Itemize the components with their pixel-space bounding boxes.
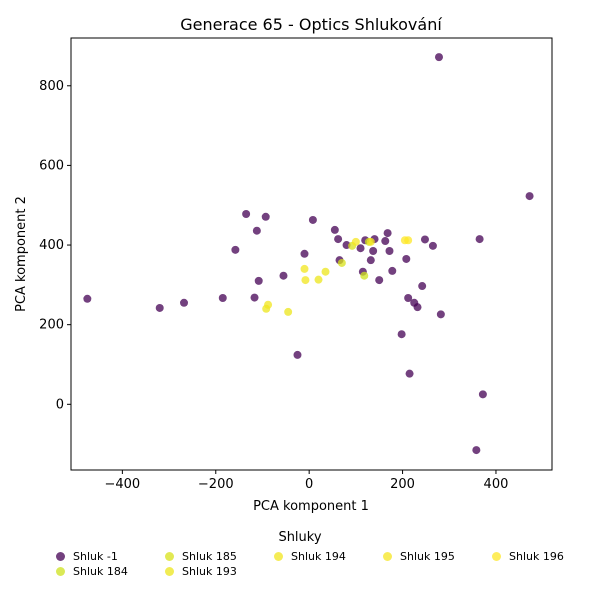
y-tick-label: 800	[39, 79, 64, 94]
point-shluk-1	[250, 293, 259, 302]
y-tick-label: 600	[39, 158, 64, 173]
point-shluk-193	[284, 307, 293, 316]
point-shluk-1	[402, 254, 411, 263]
point-shluk-1	[83, 294, 92, 303]
point-shluk-1	[383, 229, 392, 238]
legend-label: Shluk 196	[509, 550, 564, 563]
legend-label: Shluk 193	[182, 565, 237, 578]
point-shluk-194	[300, 264, 309, 273]
x-tick-label: 400	[484, 477, 509, 492]
point-shluk-1	[434, 53, 443, 62]
point-shluk-1	[397, 330, 406, 339]
point-shluk-1	[356, 244, 365, 253]
point-shluk-1	[180, 298, 189, 307]
point-shluk-1	[381, 237, 390, 246]
y-axis-ticks: 0 200 400 600 800	[39, 79, 71, 412]
point-shluk-1	[293, 350, 302, 359]
y-axis-label: PCA komponent 2	[14, 196, 29, 312]
point-shluk-194	[301, 276, 310, 285]
point-shluk-1	[472, 446, 481, 455]
x-tick-label: 0	[305, 477, 313, 492]
point-shluk-1	[375, 276, 384, 285]
point-shluk-1	[475, 235, 484, 244]
data-points	[83, 53, 534, 455]
point-shluk-1	[418, 282, 427, 291]
legend-item-shluk-194: Shluk 194	[274, 550, 346, 563]
legend-item-shluk-196: Shluk 196	[492, 550, 564, 563]
point-shluk-195	[366, 237, 375, 246]
plot-area	[70, 37, 553, 471]
y-tick-label: 0	[56, 397, 64, 412]
legend-label: Shluk 184	[73, 565, 128, 578]
legend-marker	[56, 552, 65, 561]
point-shluk-1	[242, 209, 251, 218]
legend-title: Shluky	[278, 530, 322, 545]
legend-label: Shluk 195	[400, 550, 455, 563]
point-shluk-196	[404, 236, 413, 245]
point-shluk-1	[385, 247, 394, 256]
point-shluk-193	[321, 267, 330, 276]
legend-label: Shluk 194	[291, 550, 346, 563]
point-shluk-1	[405, 369, 414, 378]
point-shluk-1	[252, 226, 261, 235]
chart-title: Generace 65 - Optics Shlukování	[180, 15, 442, 34]
legend-marker	[492, 552, 501, 561]
legend-marker	[165, 552, 174, 561]
legend-item-shluk-193: Shluk 193	[165, 565, 237, 578]
legend-marker	[274, 552, 283, 561]
y-tick-label: 200	[39, 318, 64, 333]
legend-item-shluk-1: Shluk -1	[56, 550, 118, 563]
legend-item-shluk-184: Shluk 184	[56, 565, 128, 578]
point-shluk-1	[436, 310, 445, 319]
point-shluk-1	[428, 241, 437, 250]
point-shluk-1	[525, 192, 534, 201]
point-shluk-1	[420, 235, 429, 244]
point-shluk-1	[413, 303, 422, 312]
point-shluk-185	[337, 258, 346, 267]
point-shluk-1	[279, 271, 288, 280]
point-shluk-1	[231, 245, 240, 254]
point-shluk-1	[404, 293, 413, 302]
point-shluk-1	[330, 225, 339, 234]
legend-item-shluk-185: Shluk 185	[165, 550, 237, 563]
point-shluk-1	[218, 293, 227, 302]
point-shluk-195	[351, 237, 360, 246]
legend-label: Shluk -1	[73, 550, 118, 563]
point-shluk-1	[254, 276, 263, 285]
legend-marker	[383, 552, 392, 561]
y-tick-label: 400	[39, 238, 64, 253]
point-shluk-1	[261, 212, 270, 221]
point-shluk-1	[308, 215, 317, 224]
point-shluk-1	[366, 256, 375, 265]
point-shluk-1	[155, 303, 164, 312]
point-shluk-1	[334, 235, 343, 244]
point-shluk-1	[369, 247, 378, 256]
x-axis-label: PCA komponent 1	[253, 499, 369, 514]
point-shluk-1	[478, 390, 487, 399]
x-axis-ticks: −400 −200 0 200 400	[105, 470, 509, 492]
legend-item-shluk-195: Shluk 195	[383, 550, 455, 563]
point-shluk-193	[314, 275, 323, 284]
legend-marker	[165, 567, 174, 576]
x-tick-label: −400	[105, 477, 141, 492]
point-shluk-194	[264, 300, 273, 309]
point-shluk-184	[360, 271, 369, 280]
point-shluk-1	[388, 266, 397, 275]
x-tick-label: 200	[390, 477, 415, 492]
point-shluk-1	[300, 249, 309, 258]
legend-marker	[56, 567, 65, 576]
legend-label: Shluk 185	[182, 550, 237, 563]
x-tick-label: −200	[198, 477, 234, 492]
